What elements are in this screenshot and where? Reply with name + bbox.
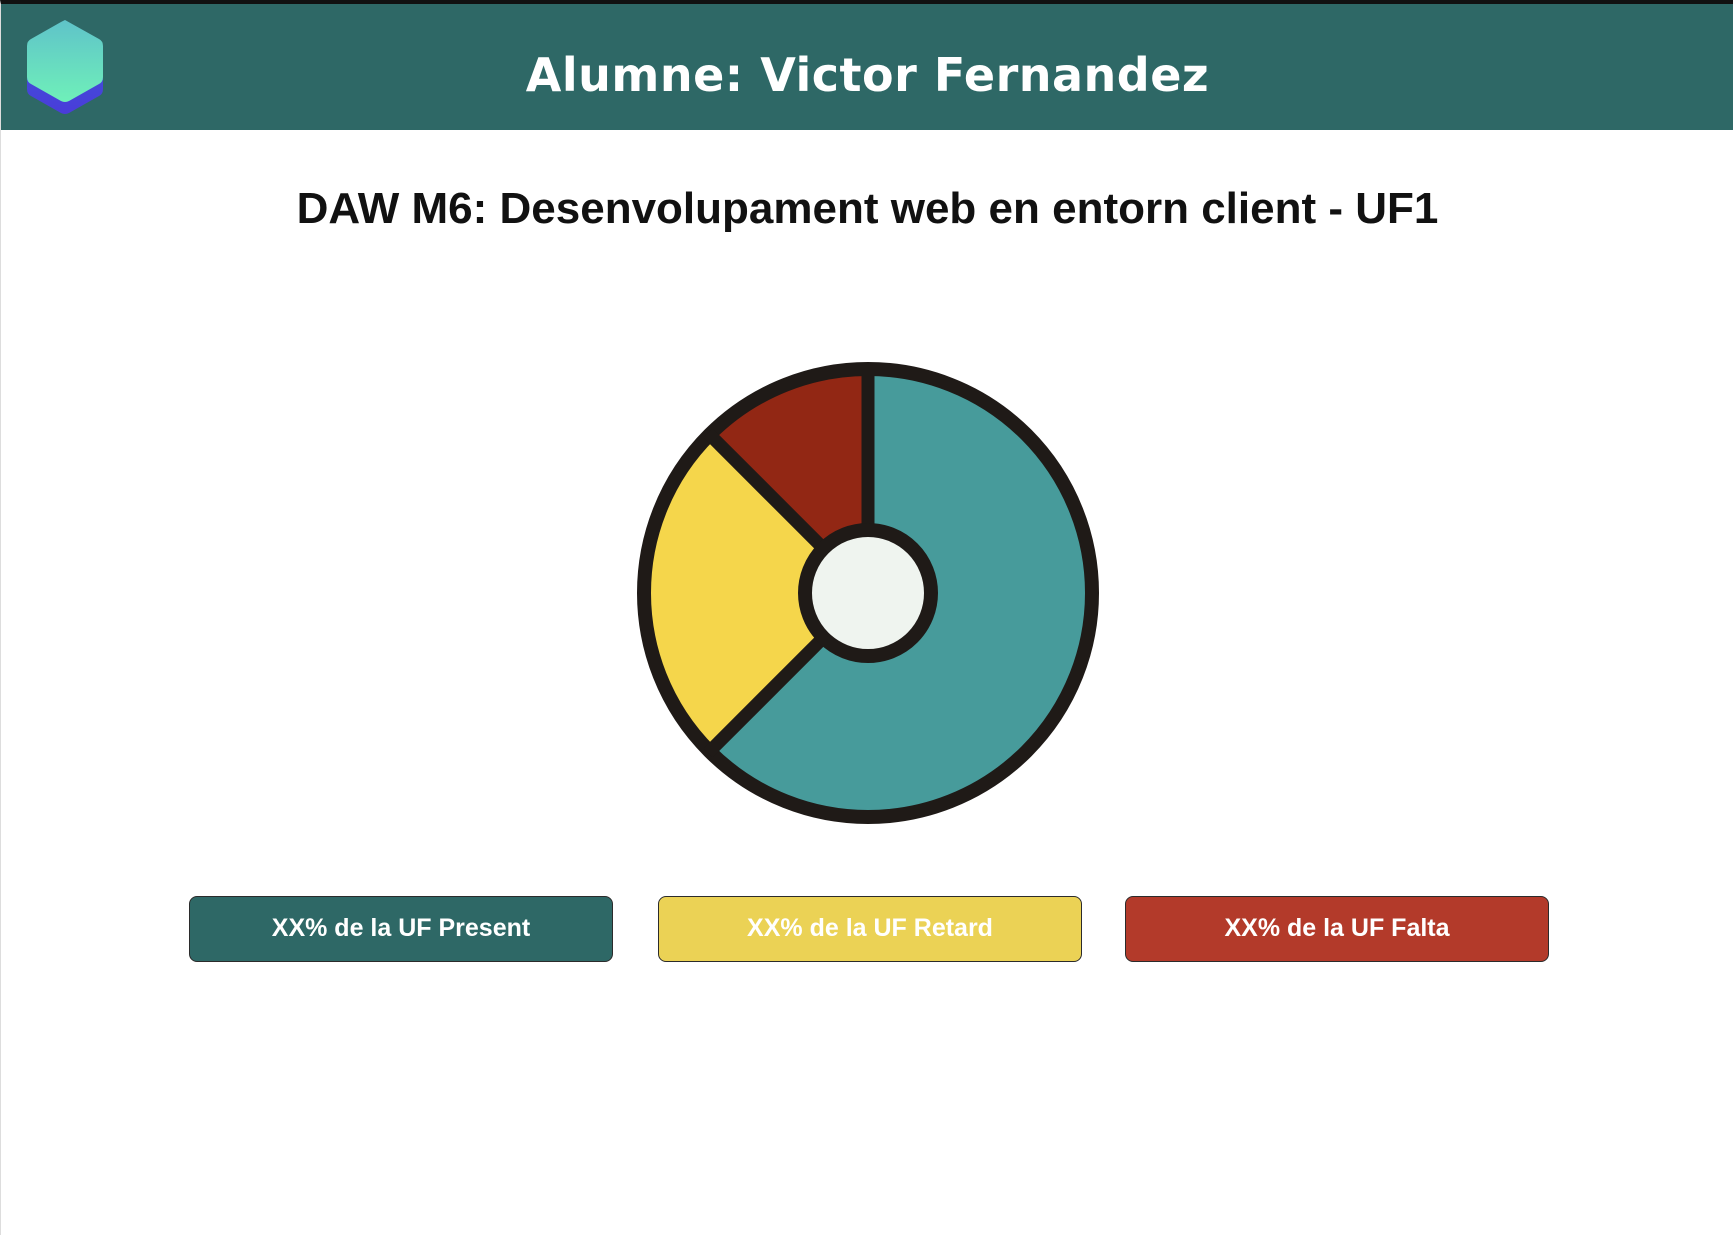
present-legend-button[interactable]: XX% de la UF Present <box>189 896 613 962</box>
retard-legend-button[interactable]: XX% de la UF Retard <box>658 896 1082 962</box>
subject-title: DAW M6: Desenvolupament web en entorn cl… <box>296 184 1439 233</box>
attendance-pie-chart <box>637 362 1099 824</box>
pie-slice-retard <box>646 436 868 750</box>
falta-legend-button[interactable]: XX% de la UF Falta <box>1125 896 1549 962</box>
header-bar: Alumne: Victor Fernandez <box>1 4 1733 130</box>
pie-center-hole <box>798 523 938 663</box>
hexagon-logo-icon <box>27 20 103 114</box>
student-name-title: Alumne: Victor Fernandez <box>525 48 1210 102</box>
